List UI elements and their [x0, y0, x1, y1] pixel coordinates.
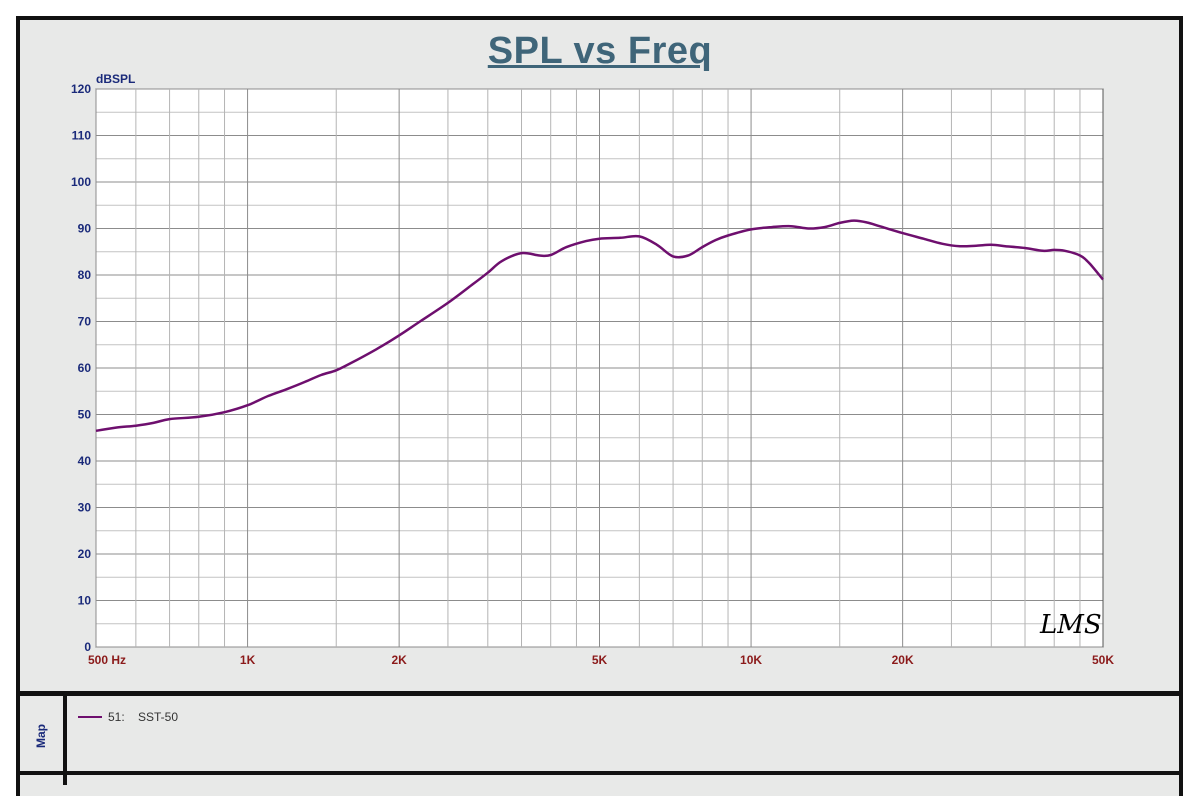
x-tick-label: 1K	[240, 653, 256, 667]
y-tick-label: 50	[78, 408, 92, 422]
y-tick-label: 40	[78, 454, 92, 468]
x-tick-label: 5K	[592, 653, 608, 667]
x-tick-label: 50K	[1092, 653, 1114, 667]
y-tick-label: 80	[78, 268, 92, 282]
x-tick-label: 2K	[391, 653, 407, 667]
series-line-sst-50	[95, 219, 1104, 433]
y-tick-label: 110	[72, 129, 92, 143]
legend-separator	[16, 691, 1183, 696]
y-tick-label: 10	[78, 594, 92, 608]
y-axis-ticks: 0 10 20 30 40 50 60 70 80 90 100 110 120	[71, 82, 91, 654]
x-tick-label: 500 Hz	[88, 653, 126, 667]
map-panel-label: Map	[34, 724, 48, 748]
chart-title: SPL vs Freq	[487, 30, 713, 72]
legend-entry-name: SST-50	[138, 710, 179, 724]
y-tick-label: 20	[78, 547, 92, 561]
y-tick-label: 120	[71, 82, 91, 96]
y-tick-label: 100	[71, 175, 91, 189]
x-tick-label: 10K	[740, 653, 762, 667]
y-tick-label: 30	[78, 501, 92, 515]
y-tick-label: 70	[78, 315, 92, 329]
y-tick-label: 0	[84, 640, 91, 654]
legend-swatch-sst-50	[78, 716, 102, 718]
y-axis-label: dBSPL	[96, 72, 136, 86]
y-tick-label: 60	[78, 361, 92, 375]
x-tick-label: 20K	[892, 653, 914, 667]
series-layer	[95, 219, 1104, 433]
plot-grid	[95, 88, 1104, 648]
map-separator	[63, 693, 67, 785]
lms-signature: LMS	[1040, 610, 1102, 640]
bottom-separator	[16, 771, 1183, 775]
y-tick-label: 90	[78, 222, 92, 236]
x-axis-ticks: 500 Hz 1K 2K 5K 10K 20K 50K	[88, 653, 1114, 667]
legend-entry-id: 51:	[108, 710, 125, 724]
